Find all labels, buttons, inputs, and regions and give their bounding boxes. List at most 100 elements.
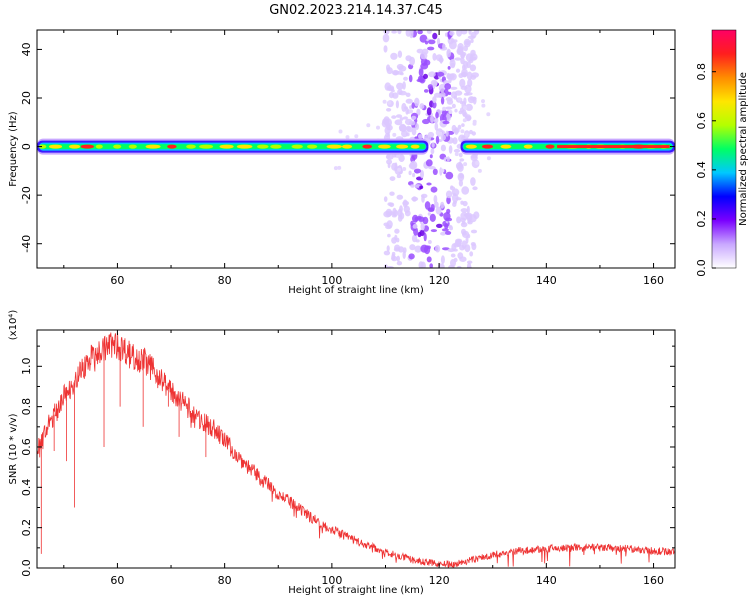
y-tick-label: 0.0	[20, 559, 33, 577]
broadband-blob	[401, 102, 407, 112]
band-hotspot	[500, 144, 512, 149]
broadband-blob	[396, 261, 403, 266]
y-tick-label: 20	[20, 91, 33, 105]
band-hotspot	[167, 144, 177, 149]
broadband-blob	[452, 137, 458, 145]
broadband-blob	[440, 134, 446, 141]
broadband-blob	[383, 250, 391, 256]
broadband-blob	[420, 52, 428, 60]
broadband-blob	[391, 89, 395, 93]
sparse-blob	[392, 132, 397, 137]
broadband-blob	[383, 196, 388, 203]
broadband-blob	[405, 92, 411, 98]
x-tick-label: 80	[218, 574, 232, 587]
broadband-blob	[408, 253, 415, 260]
broadband-blob	[470, 49, 476, 57]
broadband-blob	[458, 110, 463, 115]
broadband-blob	[442, 43, 446, 50]
broadband-blob	[439, 91, 446, 98]
sparse-blob	[481, 103, 486, 108]
broadband-blob	[454, 57, 462, 61]
broadband-blob	[440, 255, 445, 265]
broadband-blob	[440, 144, 446, 152]
broadband-blob	[395, 114, 403, 118]
broadband-blob	[420, 244, 429, 253]
y-tick-label: 0.2	[20, 519, 33, 537]
broadband-blob	[458, 152, 463, 158]
broadband-blob	[402, 116, 408, 120]
broadband-blob	[473, 211, 480, 219]
broadband-blob	[460, 208, 468, 213]
broadband-blob	[408, 120, 416, 126]
broadband-blob	[459, 217, 466, 222]
broadband-blob	[451, 124, 457, 132]
broadband-blob	[391, 115, 397, 119]
band-hotspot	[291, 144, 303, 149]
broadband-blob	[444, 223, 449, 230]
broadband-blob	[417, 215, 422, 220]
broadband-blob	[460, 30, 468, 35]
snr-axes: 60 80 100 120 140 160 0.0 0.2 0.4 0.6 0.8 1.0	[20, 330, 675, 587]
broadband-blob	[467, 220, 473, 225]
snr-x-axis-title: Height of straight line (km)	[288, 585, 424, 596]
broadband-blob	[405, 132, 410, 137]
sparse-blob	[464, 132, 469, 137]
y-tick-label: 0.8	[20, 398, 33, 416]
broadband-blob	[433, 195, 438, 204]
colorbar-axis: 0.0 0.2 0.4 0.6 0.8	[695, 29, 737, 277]
broadband-blob	[469, 251, 474, 257]
broadband-blob	[385, 132, 390, 138]
sparse-blob	[472, 121, 477, 126]
snr-y-multiplier: (x10⁴)	[8, 310, 19, 341]
broadband-blob	[419, 34, 428, 43]
broadband-blob	[467, 35, 476, 40]
broadband-blob	[422, 118, 430, 125]
broadband-blob	[430, 186, 438, 193]
broadband-blob	[411, 115, 417, 120]
broadband-blob	[464, 244, 471, 253]
broadband-blob	[455, 238, 463, 244]
broadband-blob	[428, 166, 436, 170]
broadband-blob	[455, 68, 461, 73]
broadband-blob	[436, 71, 445, 77]
sparse-blob	[454, 152, 459, 157]
x-tick-label: 160	[643, 274, 664, 287]
band-hotspot	[38, 144, 47, 149]
y-tick-label: 1.0	[20, 358, 33, 376]
broadband-blob	[445, 230, 452, 235]
x-tick-label: 80	[218, 274, 232, 287]
broadband-blob	[414, 97, 420, 107]
broadband-blob	[383, 222, 390, 227]
broadband-blob	[417, 30, 423, 35]
band-hotspot	[410, 144, 420, 149]
sparse-blob	[333, 166, 338, 171]
broadband-blob	[417, 75, 425, 82]
broadband-blob	[456, 216, 462, 224]
broadband-blob	[455, 162, 464, 170]
broadband-blob	[383, 45, 388, 53]
broadband-blob	[469, 64, 477, 72]
spectrogram-y-axis-title: Frequency (Hz)	[8, 111, 19, 187]
band-hotspot	[270, 144, 282, 149]
broadband-blob	[431, 142, 435, 148]
sparse-blob	[366, 123, 371, 128]
broadband-blob	[460, 85, 468, 90]
broadband-blob	[446, 72, 451, 80]
broadband-blob	[411, 234, 418, 243]
broadband-blob	[445, 171, 454, 180]
band-core	[557, 145, 670, 149]
broadband-blob	[435, 111, 439, 119]
broadband-blob	[404, 106, 408, 110]
broadband-blob	[430, 203, 435, 212]
sparse-blob	[477, 168, 482, 173]
broadband-blob	[399, 212, 405, 220]
colorbar-tick-label: 0.6	[695, 112, 708, 130]
broadband-blob	[424, 89, 429, 93]
broadband-blob	[440, 96, 445, 105]
broadband-blob	[472, 96, 477, 105]
broadband-blob	[426, 107, 432, 116]
broadband-blob	[467, 262, 472, 268]
sparse-blob	[396, 154, 401, 158]
broadband-blob	[411, 102, 415, 109]
broadband-blob	[430, 148, 435, 155]
